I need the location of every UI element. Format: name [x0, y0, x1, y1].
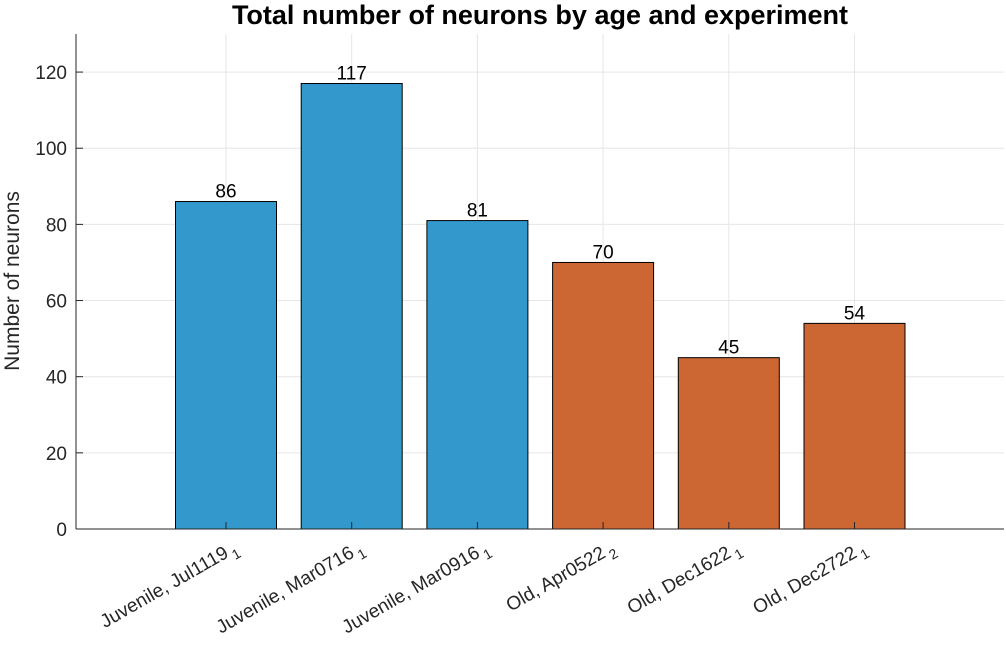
x-tick-label-group: Old, Dec16221 [624, 537, 747, 622]
bar [426, 220, 529, 530]
data-label: 70 [593, 242, 614, 263]
x-tick-label-group: Old, Dec27221 [750, 537, 873, 622]
y-tick-label: 100 [35, 139, 67, 160]
data-label: 54 [844, 303, 866, 324]
x-tick-label: Old, Dec27221 [750, 537, 873, 622]
y-tick-label: 20 [46, 444, 67, 465]
chart-title: Total number of neurons by age and exper… [232, 0, 848, 30]
bar [300, 83, 403, 530]
y-tick-labels: 0 20 40 60 80 100 120 [35, 63, 67, 541]
bar [552, 261, 655, 530]
y-tick-label: 40 [46, 368, 67, 389]
data-label: 86 [215, 182, 236, 203]
y-tick-label: 60 [46, 292, 67, 313]
data-label: 45 [718, 338, 739, 359]
y-axis-label: Number of neurons [1, 191, 24, 371]
data-label: 81 [467, 201, 488, 222]
data-label: 117 [337, 64, 367, 85]
y-tick-label: 120 [35, 63, 67, 84]
axes [75, 34, 1004, 530]
bar [175, 201, 277, 530]
data-labels: 86 117 81 70 45 54 [215, 64, 865, 359]
bar [803, 322, 906, 530]
y-tick-label: 0 [56, 520, 67, 541]
x-tick-label-group: Old, Apr05222 [503, 537, 621, 620]
x-tick-label: Old, Dec16221 [624, 537, 747, 622]
bar [677, 357, 780, 530]
x-tick-label: Old, Apr05222 [503, 537, 621, 620]
bars [175, 83, 906, 530]
y-tick-label: 80 [46, 215, 67, 236]
